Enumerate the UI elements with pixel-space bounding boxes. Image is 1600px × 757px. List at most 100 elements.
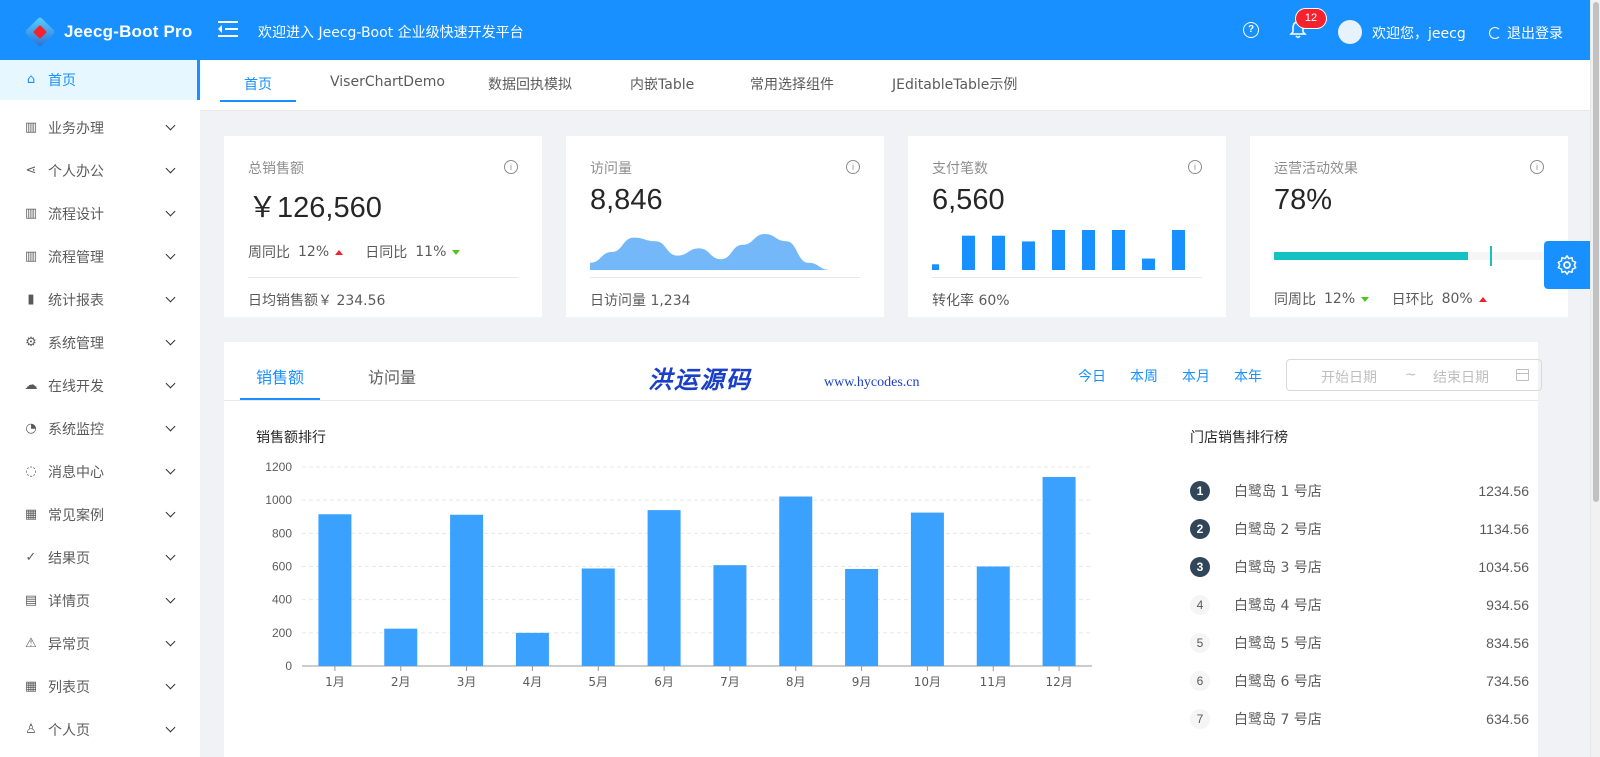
ranking-item: 4 白鹭岛 4 号店 934.56 xyxy=(1190,586,1536,624)
x-tick-label: 5月 xyxy=(588,675,608,689)
sidebar-item[interactable]: ▥ 流程管理 xyxy=(0,237,200,277)
bar-chart-icon: ▮ xyxy=(27,292,35,307)
period-week[interactable]: 本周 xyxy=(1130,369,1158,385)
user-greeting[interactable]: 欢迎您，jeecg xyxy=(1372,26,1466,42)
sidebar-item[interactable]: ♙ 个人页 xyxy=(0,710,200,750)
dashboard-icon: ◔ xyxy=(25,421,37,436)
tab-jeditabletable[interactable]: JEditableTable示例 xyxy=(892,77,1018,93)
logo-icon xyxy=(24,16,56,48)
chevron-down-icon xyxy=(165,722,176,733)
x-tick-label: 2月 xyxy=(391,675,411,689)
period-month[interactable]: 本月 xyxy=(1182,369,1210,385)
active-tab-indicator xyxy=(220,100,296,102)
scrollbar-thumb[interactable] xyxy=(1593,2,1599,502)
logo[interactable]: Jeecg-Boot Pro xyxy=(24,16,192,48)
x-tick-label: 9月 xyxy=(852,675,872,689)
sidebar-item[interactable]: ▮ 统计报表 xyxy=(0,280,200,320)
tab-viserchartdemo[interactable]: ViserChartDemo xyxy=(330,74,445,90)
sidebar-item[interactable]: ◌ 消息中心 xyxy=(0,452,200,492)
trend-label: 日环比 xyxy=(1391,292,1434,308)
date-range-picker[interactable]: 开始日期 ~ 结束日期 xyxy=(1286,359,1542,391)
x-tick-label: 4月 xyxy=(523,675,543,689)
sidebar-item[interactable]: ☁ 在线开发 xyxy=(0,366,200,406)
sidebar-item-label: 统计报表 xyxy=(48,293,104,309)
sidebar-item[interactable]: ⚙ 系统管理 xyxy=(0,323,200,363)
sidebar-item[interactable]: ▥ 业务办理 xyxy=(0,108,200,148)
logout-button[interactable]: 退出登录 xyxy=(1489,23,1563,43)
tab-nested-table[interactable]: 内嵌Table xyxy=(630,77,695,93)
sidebar-item[interactable]: ✓ 结果页 xyxy=(0,538,200,578)
sidebar: ⌂ 首页 ▥ 业务办理 ⋖ 个人办公 ▥ 流程设计 ▥ 流程管理 ▮ 统计报表 ⚙ 系统管理 ☁ 在线开发 ◔ 系… xyxy=(0,60,200,757)
tab-visits[interactable]: 访问量 xyxy=(368,368,417,387)
chevron-down-icon xyxy=(165,249,176,260)
settings-drawer-button[interactable] xyxy=(1544,241,1590,289)
chevron-down-icon xyxy=(165,206,176,217)
y-tick-label: 200 xyxy=(272,626,292,640)
card-value: 78% xyxy=(1274,184,1333,216)
card-footer: 日访问量 1,234 xyxy=(590,277,860,310)
card-footer: 同周比 12% 日环比 80% xyxy=(1274,277,1544,309)
calendar-icon xyxy=(1516,369,1529,381)
sales-bar xyxy=(318,514,352,666)
chevron-down-icon xyxy=(165,378,176,389)
sidebar-item-label: 列表页 xyxy=(48,680,90,696)
page-scrollbar[interactable] xyxy=(1590,0,1600,757)
menu-fold-icon[interactable] xyxy=(218,18,240,40)
apartment-icon: ▥ xyxy=(24,249,38,264)
sidebar-item[interactable]: ▥ 流程设计 xyxy=(0,194,200,234)
sidebar-item[interactable]: ⚠ 异常页 xyxy=(0,624,200,664)
card-value: ￥126,560 xyxy=(248,192,382,224)
tab-select-components[interactable]: 常用选择组件 xyxy=(750,77,834,93)
end-date-input[interactable]: 结束日期 xyxy=(1433,370,1489,386)
sidebar-item[interactable]: ▤ 详情页 xyxy=(0,581,200,621)
watermark-text: 洪运源码 xyxy=(648,365,752,394)
card-footer: 转化率 60% xyxy=(932,277,1202,310)
home-icon: ⌂ xyxy=(26,72,36,87)
qrcode-icon: ▦ xyxy=(24,507,38,522)
tab-data-receipt[interactable]: 数据回执模拟 xyxy=(488,77,572,93)
store-sales-value: 634.56 xyxy=(1486,711,1529,727)
sidebar-item[interactable]: ⌂ 首页 xyxy=(0,60,200,100)
sales-bar xyxy=(647,510,681,666)
sales-bar xyxy=(845,568,879,666)
tab-sales[interactable]: 销售额 xyxy=(256,368,305,387)
payments-mini-bar-chart xyxy=(932,230,1185,270)
store-name: 白鹭岛 7 号店 xyxy=(1234,712,1322,728)
cloud-icon: ☁ xyxy=(24,378,38,393)
start-date-input[interactable]: 开始日期 xyxy=(1321,370,1377,386)
payment-bar xyxy=(1112,230,1125,270)
sidebar-item[interactable]: ▦ 常见案例 xyxy=(0,495,200,535)
payments-card: 支付笔数 i 6,560 转化率 60% xyxy=(908,136,1226,317)
day-trend: 日同比 11% xyxy=(365,242,461,262)
period-year[interactable]: 本年 xyxy=(1234,369,1262,385)
info-circle-icon[interactable]: i xyxy=(1530,160,1544,174)
sidebar-item[interactable]: ⋖ 个人办公 xyxy=(0,151,200,191)
chevron-down-icon xyxy=(165,464,176,475)
card-trends: 周同比 12% 日同比 11% xyxy=(248,230,518,270)
question-circle-icon[interactable]: ? xyxy=(1243,22,1259,38)
tab-home[interactable]: 首页 xyxy=(244,77,272,93)
x-tick-label: 1月 xyxy=(325,675,345,689)
info-circle-icon[interactable]: i xyxy=(1188,160,1202,174)
rank-number: 3 xyxy=(1190,557,1210,577)
notification-badge[interactable]: 12 xyxy=(1296,9,1326,28)
sidebar-item[interactable]: ◔ 系统监控 xyxy=(0,409,200,449)
chart-title: 销售额排行 xyxy=(256,430,326,446)
sales-bar-chart: 0 200 400 600 800 1000 1200 1月 2月 3月 4月 5月 6月 7月 8月 9月 1… xyxy=(265,460,1092,689)
caret-down-icon xyxy=(452,249,461,255)
setting-icon: ⚙ xyxy=(25,335,37,350)
chevron-down-icon xyxy=(165,120,176,131)
avatar[interactable] xyxy=(1338,20,1362,44)
info-circle-icon[interactable]: i xyxy=(846,160,860,174)
sidebar-item[interactable]: ▦ 列表页 xyxy=(0,667,200,707)
day-trend: 日环比 80% xyxy=(1392,289,1487,309)
info-circle-icon[interactable]: i xyxy=(504,160,518,174)
payment-bar xyxy=(932,264,939,270)
payment-bar xyxy=(1142,258,1155,270)
store-name: 白鹭岛 5 号店 xyxy=(1234,636,1322,652)
card-title: 总销售额 xyxy=(248,161,304,177)
y-tick-label: 1200 xyxy=(265,460,292,474)
period-today[interactable]: 今日 xyxy=(1078,369,1106,385)
rank-number: 5 xyxy=(1190,633,1210,653)
store-sales-value: 1234.56 xyxy=(1478,483,1529,499)
